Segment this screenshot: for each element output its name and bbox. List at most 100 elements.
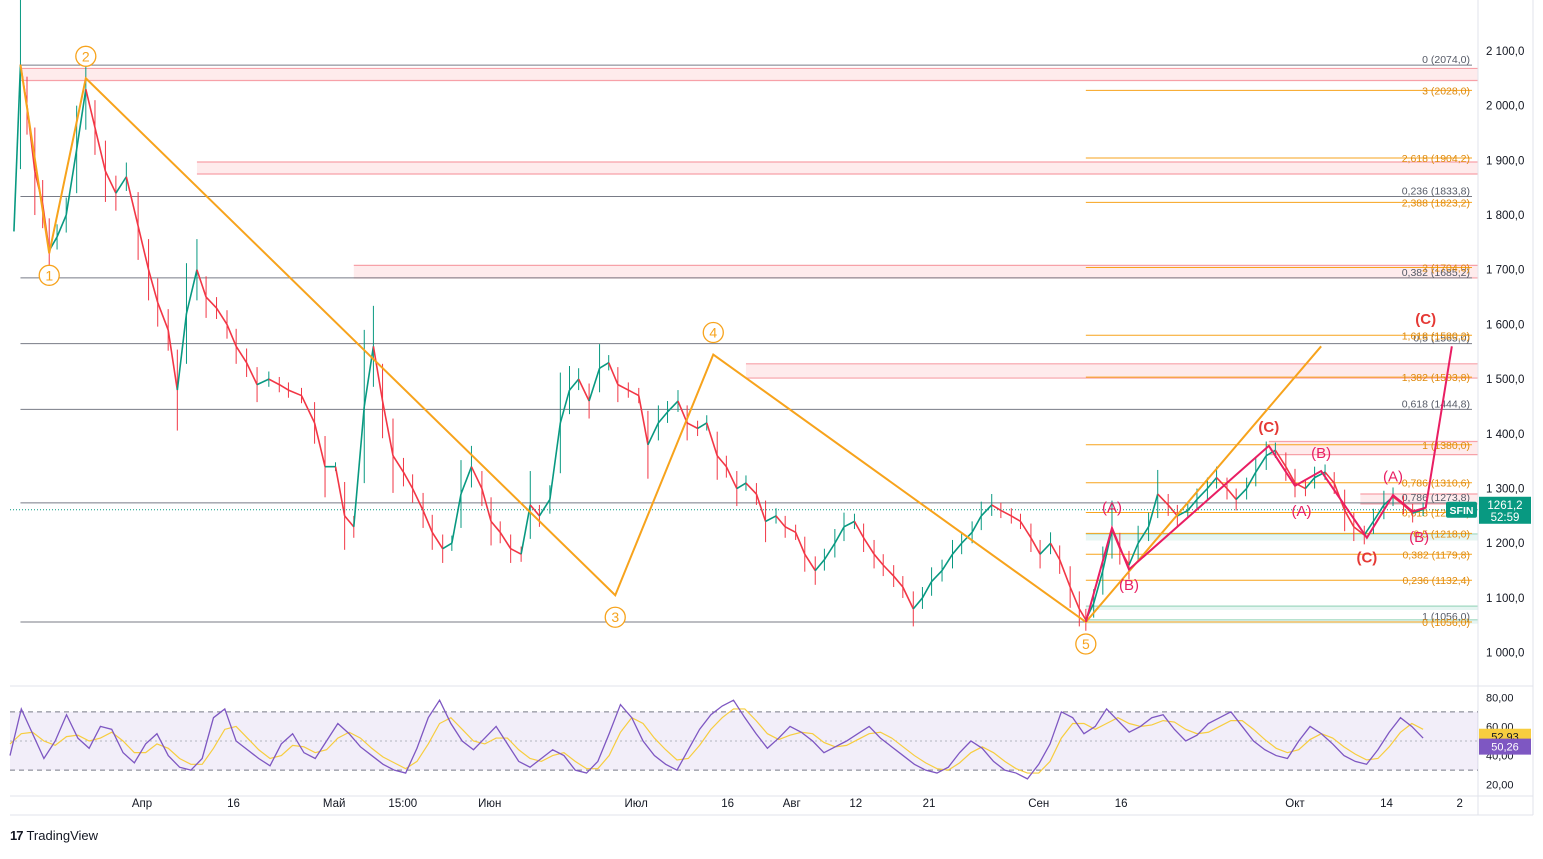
- price-segment: [1255, 455, 1267, 473]
- price-segment: [1324, 471, 1335, 484]
- price-segment: [313, 422, 326, 467]
- elliott-subwave-label: (C): [1415, 311, 1436, 328]
- price-segment: [381, 400, 394, 456]
- price-segment: [1069, 586, 1081, 610]
- price-segment: [344, 515, 355, 528]
- price-segment: [853, 520, 865, 539]
- resistance-zone: [20, 68, 1478, 81]
- price-segment: [697, 422, 708, 430]
- price-segment: [1226, 488, 1237, 501]
- price-segment: [288, 389, 302, 397]
- price-segment: [647, 422, 660, 446]
- price-segment: [834, 526, 845, 544]
- price-segment: [75, 89, 87, 150]
- time-axis-label: Сен: [1028, 798, 1049, 810]
- price-segment: [235, 345, 248, 364]
- price-axis-tick: 1 900,0: [1486, 155, 1524, 167]
- time-axis-label: Апр: [132, 798, 152, 810]
- support-zone: [1085, 606, 1478, 610]
- price-segment: [1039, 542, 1052, 555]
- price-segment: [156, 302, 169, 331]
- price-segment: [470, 466, 483, 489]
- price-segment: [627, 389, 640, 397]
- fib-extension-label: 1,382 (1503,8): [1402, 372, 1470, 384]
- elliott-wave-label: 5: [1082, 636, 1090, 652]
- price-segment: [245, 362, 258, 385]
- elliott-subwave-label: (B): [1311, 445, 1331, 462]
- price-segment: [176, 313, 188, 391]
- price-segment: [912, 597, 924, 610]
- price-segment: [775, 515, 786, 528]
- elliott-subwave-label: (B): [1119, 577, 1139, 594]
- price-segment: [125, 176, 139, 227]
- time-axis-label: 14: [1380, 798, 1393, 810]
- price-segment: [1343, 510, 1355, 528]
- bar-countdown: 52:59: [1491, 512, 1520, 524]
- price-segment: [607, 362, 619, 385]
- fib-retracement-label: 0,382 (1685,2): [1402, 267, 1470, 279]
- price-axis-tick: 1 600,0: [1486, 319, 1524, 331]
- price-segment: [823, 542, 836, 561]
- elliott-subwave-label: (C): [1356, 550, 1377, 567]
- time-axis-label: 12: [849, 798, 862, 810]
- price-segment: [588, 367, 601, 402]
- fib-extension-label: 2,618 (1904,2): [1402, 153, 1470, 165]
- price-segment: [921, 581, 933, 599]
- last-price-value: 1261,2: [1487, 500, 1522, 512]
- price-segment: [873, 553, 884, 566]
- rsi-axis-tick: 80,00: [1486, 692, 1514, 704]
- resistance-zone: [1360, 494, 1478, 504]
- price-segment: [1235, 487, 1248, 501]
- price-segment: [617, 383, 629, 391]
- price-segment: [971, 515, 982, 533]
- price-segment: [94, 127, 107, 172]
- price-segment: [1245, 471, 1257, 489]
- price-segment: [991, 504, 1002, 512]
- price-segment: [115, 176, 128, 194]
- elliott-subwave-label: (A): [1383, 468, 1403, 485]
- rsi-band: [10, 711, 1478, 771]
- tradingview-branding[interactable]: 17 TradingView: [10, 828, 98, 843]
- price-segment: [549, 422, 562, 500]
- price-segment: [520, 504, 532, 555]
- price-segment: [226, 324, 237, 347]
- price-segment: [637, 395, 649, 445]
- elliott-wave-label: 1: [45, 267, 53, 283]
- price-segment: [980, 504, 993, 517]
- resistance-zone: [745, 363, 1478, 379]
- price-segment: [893, 575, 904, 588]
- price-segment: [85, 89, 96, 128]
- resistance-zone: [196, 161, 1479, 175]
- rsi-axis-tick: 20,00: [1486, 780, 1514, 792]
- price-axis-tick: 1 100,0: [1486, 593, 1524, 605]
- price-segment: [147, 269, 159, 303]
- price-axis-tick: 1 300,0: [1486, 484, 1524, 496]
- price-segment: [755, 493, 767, 522]
- price-segment: [705, 422, 718, 456]
- elliott-wave-circle: [75, 45, 97, 67]
- price-axis-tick: 1 700,0: [1486, 265, 1524, 277]
- price-segment: [1128, 542, 1139, 566]
- price-segment: [1010, 515, 1021, 523]
- elliott-subwave-label: (A): [1292, 503, 1312, 520]
- price-segment: [481, 488, 492, 522]
- price-axis-tick: 1 500,0: [1486, 374, 1524, 386]
- price-segment: [402, 471, 414, 489]
- fib-extension-label: 2,388 (1823,2): [1402, 197, 1470, 209]
- price-segment: [215, 307, 228, 325]
- time-axis-label: 16: [227, 798, 240, 810]
- fib-extension-label: 3 (2028,0): [1422, 85, 1470, 97]
- fib-extension-label: 0,382 (1179,8): [1402, 549, 1470, 561]
- price-segment: [1206, 477, 1218, 490]
- last-price-badge: [1479, 496, 1531, 524]
- tradingview-logo-icon: 17: [10, 828, 24, 843]
- price-segment: [392, 455, 405, 473]
- price-axis-tick: 1 000,0: [1486, 648, 1524, 660]
- elliott-wave-label: 2: [82, 48, 90, 64]
- price-segment: [431, 531, 444, 550]
- price-segment: [765, 515, 777, 523]
- price-segment: [268, 378, 280, 386]
- price-segment: [1285, 466, 1296, 484]
